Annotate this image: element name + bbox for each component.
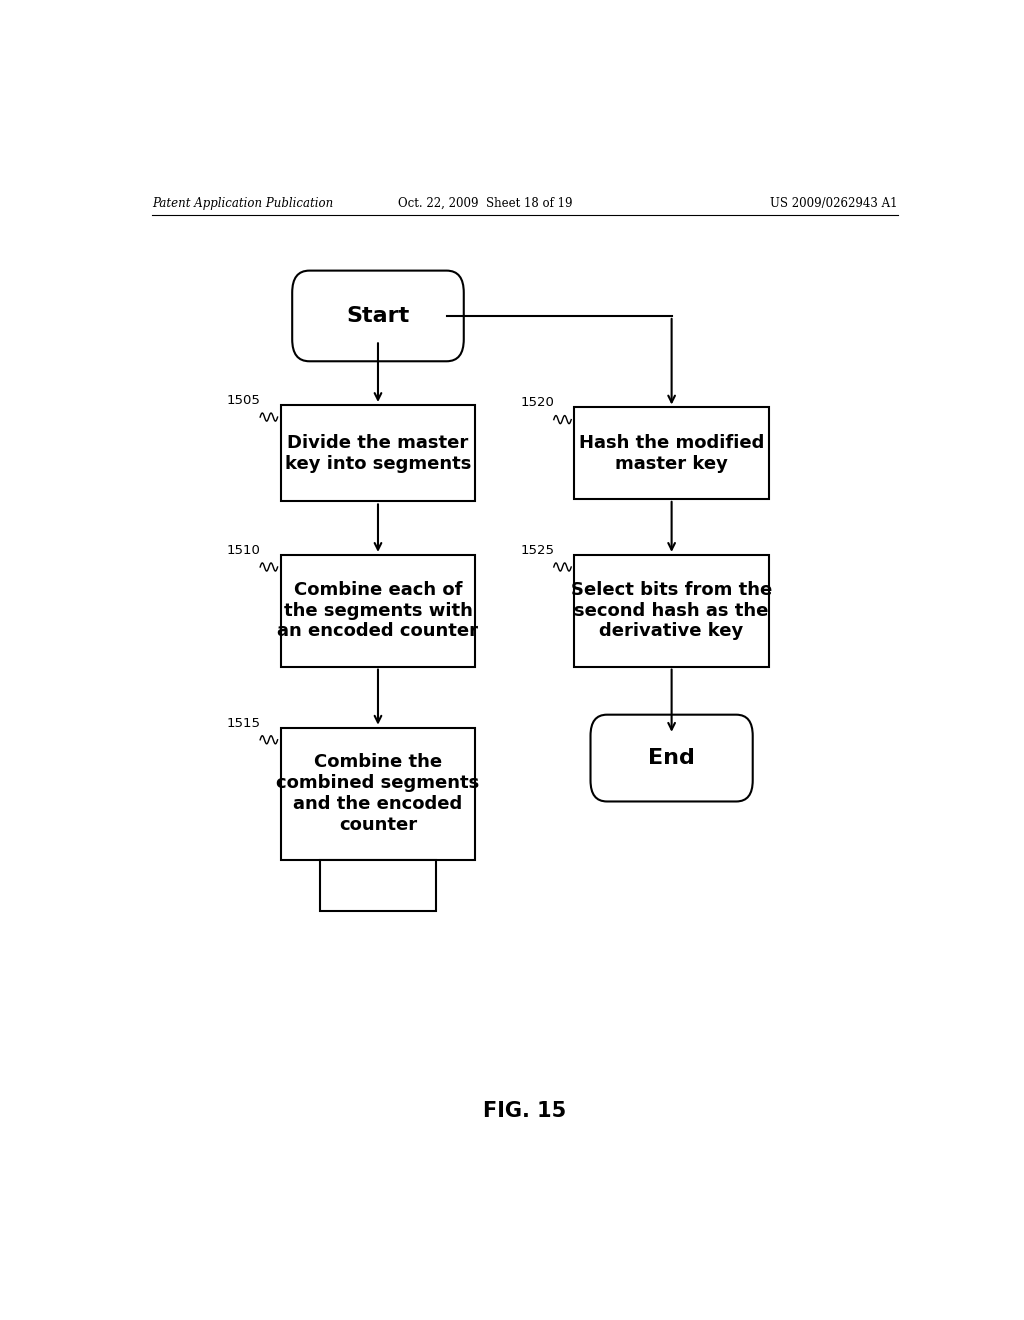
Text: 1525: 1525 — [520, 544, 554, 557]
Bar — [574, 554, 769, 667]
Text: Hash the modified
master key: Hash the modified master key — [579, 434, 764, 473]
Text: Combine the
combined segments
and the encoded
counter: Combine the combined segments and the en… — [276, 754, 479, 834]
Text: End: End — [648, 748, 695, 768]
Bar — [281, 554, 475, 667]
Text: Divide the master
key into segments: Divide the master key into segments — [285, 434, 471, 473]
Text: Patent Application Publication: Patent Application Publication — [152, 197, 333, 210]
Text: 1515: 1515 — [226, 717, 261, 730]
Text: Start: Start — [346, 306, 410, 326]
Text: Combine each of
the segments with
an encoded counter: Combine each of the segments with an enc… — [278, 581, 478, 640]
Bar — [321, 859, 435, 911]
Bar — [281, 727, 475, 859]
FancyBboxPatch shape — [591, 714, 753, 801]
Text: FIG. 15: FIG. 15 — [483, 1101, 566, 1121]
Text: Select bits from the
second hash as the
derivative key: Select bits from the second hash as the … — [571, 581, 772, 640]
Bar — [281, 405, 475, 502]
Text: Oct. 22, 2009  Sheet 18 of 19: Oct. 22, 2009 Sheet 18 of 19 — [398, 197, 572, 210]
Bar — [574, 408, 769, 499]
Text: US 2009/0262943 A1: US 2009/0262943 A1 — [770, 197, 898, 210]
FancyBboxPatch shape — [292, 271, 464, 362]
Text: 1510: 1510 — [226, 544, 261, 557]
Text: 1505: 1505 — [226, 393, 261, 407]
Text: 1520: 1520 — [520, 396, 554, 409]
